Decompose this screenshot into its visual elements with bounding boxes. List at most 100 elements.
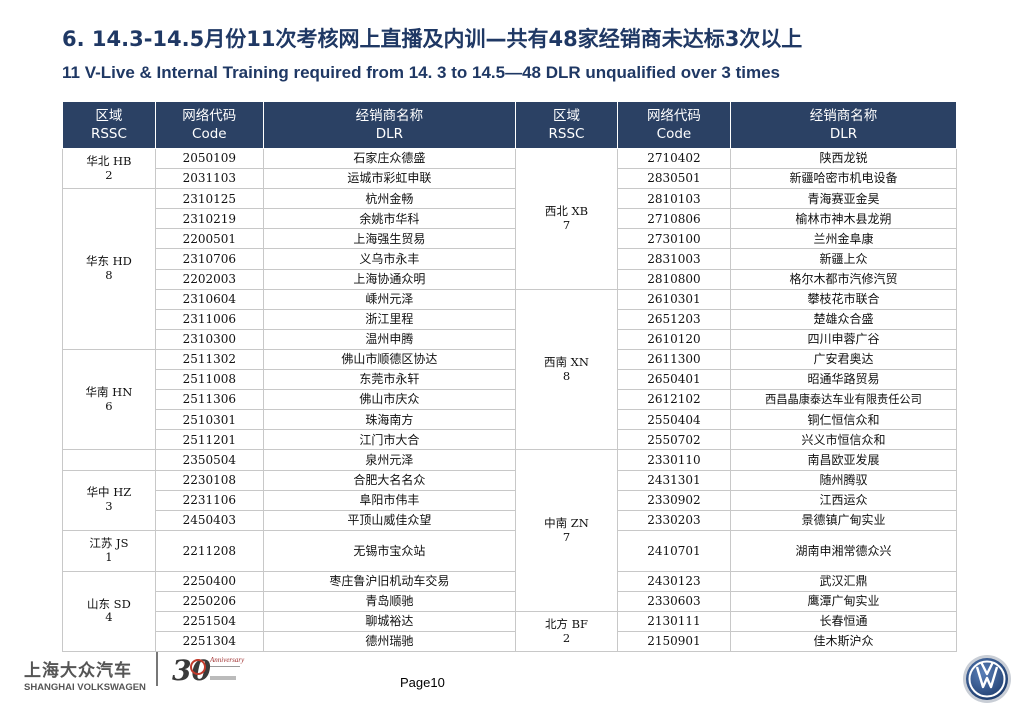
right-code-cell: 2410701 — [616, 529, 731, 572]
left-code-cell: 2250400 — [154, 570, 264, 592]
right-dealer-cell: 武汉汇鼎 — [729, 570, 958, 592]
right-dealer-cell: 青海赛亚金昊 — [729, 188, 958, 210]
header-region-right: 区域 RSSC — [515, 101, 618, 149]
left-code-cell: 2350504 — [154, 449, 264, 471]
left-code-cell: 2511306 — [154, 389, 264, 411]
left-code-cell: 2211208 — [154, 529, 264, 572]
right-dealer-cell: 新疆上众 — [729, 248, 958, 270]
table-row: 2200501 上海强生贸易 2730100 兰州金阜康 — [63, 228, 958, 250]
left-dealer-cell: 浙江里程 — [262, 308, 517, 330]
brand-name-en: SHANGHAI VOLKSWAGEN — [24, 682, 146, 693]
right-dealer-cell: 景德镇广甸实业 — [729, 509, 958, 531]
right-code-cell: 2611300 — [616, 348, 731, 371]
left-dealer-cell: 珠海南方 — [262, 409, 517, 431]
left-code-cell: 2511302 — [154, 348, 264, 371]
right-dealer-cell: 兴义市恒信众和 — [729, 429, 958, 451]
right-code-cell: 2651203 — [616, 308, 731, 330]
right-code-cell: 2330110 — [616, 449, 731, 471]
left-dealer-cell: 上海协通众明 — [262, 268, 517, 290]
table-row: 2310300 温州申腾 2610120 四川申蓉广谷 — [63, 328, 958, 350]
left-dealer-cell: 无锡市宝众站 — [262, 529, 517, 572]
left-code-cell: 2200501 — [154, 228, 264, 250]
right-code-cell: 2710402 — [616, 147, 731, 170]
left-dealer-cell: 运城市彩虹申联 — [262, 168, 517, 190]
page-title-en: 11 V-Live & Internal Training required f… — [62, 63, 780, 82]
anniversary-30-logo: 30 Anniversary — [172, 654, 245, 687]
left-code-cell: 2310604 — [154, 288, 264, 310]
table-row: 华东 HD 8 2310125 杭州金畅 2810103 青海赛亚金昊 — [62, 188, 958, 350]
left-code-cell: 2510301 — [154, 409, 264, 431]
left-code-cell: 2511008 — [154, 369, 264, 391]
region-cell-empty — [62, 449, 156, 471]
region-cell-hn: 华南 HN 6 — [62, 348, 156, 451]
region-cell-js: 江苏 JS 1 — [62, 529, 156, 572]
table-row: 2510301 珠海南方 2550404 铜仁恒信众和 — [63, 409, 958, 431]
table-row: 2511201 江门市大合 2550702 兴义市恒信众和 — [63, 429, 958, 451]
table-row: 华中 HZ 3 2230108 合肥大名名众 2431301 随州腾驭 — [62, 469, 958, 531]
right-code-cell: 2610120 — [616, 328, 731, 350]
table-row: 2450403 平顶山威佳众望 2330203 景德镇广甸实业 — [63, 509, 958, 531]
table-row: 2231106 阜阳市伟丰 2330902 江西运众 — [63, 489, 958, 511]
table-row: 2310706 义乌市永丰 2831003 新疆上众 — [63, 248, 958, 270]
right-dealer-cell: 长春恒通 — [729, 610, 958, 633]
right-dealer-cell: 广安君奥达 — [729, 348, 958, 371]
table-row: 2311006 浙江里程 2651203 楚雄众合盛 — [63, 308, 958, 330]
left-dealer-cell: 上海强生贸易 — [262, 228, 517, 250]
table-row: 2250206 青岛顺驰 2330603 鹰潭广甸实业 — [63, 590, 958, 612]
left-dealer-cell: 德州瑞驰 — [262, 631, 517, 653]
left-code-cell: 2231106 — [154, 489, 264, 511]
right-code-cell: 2330603 — [616, 590, 731, 612]
right-dealer-cell: 新疆哈密市机电设备 — [729, 168, 958, 190]
table-row: 2511306 佛山市庆众 2612102 西昌晶康泰达车业有限责任公司 — [63, 389, 958, 411]
right-code-cell: 2831003 — [616, 248, 731, 270]
table-header-row: 区域 RSSC 网络代码 Code 经销商名称 DLR 区域 RSSC 网络代码 Code… — [62, 101, 958, 149]
right-code-cell: 2610301 — [616, 288, 731, 310]
left-dealer-cell: 温州申腾 — [262, 328, 517, 350]
right-dealer-cell: 随州腾驭 — [729, 469, 958, 491]
table-row: 2202003 上海协通众明 2810800 格尔木都市汽修汽贸 — [63, 268, 958, 290]
table-row: 江苏 JS 1 2211208 无锡市宝众站 2410701 湖南申湘常德众兴 — [62, 529, 958, 572]
right-dealer-cell: 鹰潭广甸实业 — [729, 590, 958, 612]
region-cell-bf: 北方 BF 2 — [515, 610, 618, 653]
right-code-cell: 2130111 — [616, 610, 731, 633]
right-code-cell: 2830501 — [616, 168, 731, 190]
right-code-cell: 2550404 — [616, 409, 731, 431]
left-code-cell: 2031103 — [154, 168, 264, 190]
right-code-cell: 2550702 — [616, 429, 731, 451]
table-row: 华北 HB 2 2050109 石家庄众德盛 西北 XB 7 2710402 陕西龙… — [62, 147, 958, 290]
header-dealer-left: 经销商名称 DLR — [262, 101, 517, 149]
header-region-left: 区域 RSSC — [62, 101, 156, 149]
dealer-table: 区域 RSSC 网络代码 Code 经销商名称 DLR 区域 RSSC 网络代码 Code… — [62, 101, 958, 653]
left-dealer-cell: 聊城裕达 — [262, 610, 517, 633]
svw-logo: 上海大众汽车 SHANGHAI VOLKSWAGEN — [24, 656, 146, 693]
region-cell-hz: 华中 HZ 3 — [62, 469, 156, 531]
left-code-cell: 2202003 — [154, 268, 264, 290]
region-cell-xb: 西北 XB 7 — [515, 148, 618, 290]
right-code-cell: 2330902 — [616, 489, 731, 511]
right-code-cell: 2612102 — [616, 389, 731, 411]
right-code-cell: 2810800 — [616, 268, 731, 290]
left-dealer-cell: 余姚市华科 — [262, 208, 517, 230]
left-dealer-cell: 阜阳市伟丰 — [262, 489, 517, 511]
table-row: 2310604 嵊州元泽 西南 XN 8 2610301 攀枝花市联合 — [63, 288, 958, 451]
right-dealer-cell: 楚雄众合盛 — [729, 308, 958, 330]
right-dealer-cell: 昭通华路贸易 — [729, 369, 958, 391]
right-dealer-cell: 攀枝花市联合 — [729, 288, 958, 310]
left-dealer-cell: 嵊州元泽 — [262, 288, 517, 310]
left-dealer-cell: 江门市大合 — [262, 429, 517, 451]
right-dealer-cell: 陕西龙锐 — [729, 147, 958, 170]
right-code-cell: 2730100 — [616, 228, 731, 250]
right-dealer-cell: 南昌欧亚发展 — [729, 449, 958, 471]
left-code-cell: 2310125 — [154, 188, 264, 210]
svg-text:Anniversary: Anniversary — [209, 656, 245, 664]
table-row: 2310219 余姚市华科 2710806 榆林市神木县龙朔 — [63, 208, 958, 230]
left-code-cell: 2050109 — [154, 147, 264, 170]
left-code-cell: 2310706 — [154, 248, 264, 270]
left-code-cell: 2251504 — [154, 610, 264, 633]
right-code-cell: 2650401 — [616, 369, 731, 391]
region-cell-zn: 中南 ZN 7 — [515, 449, 618, 612]
right-dealer-cell: 江西运众 — [729, 489, 958, 511]
brand-name-zh: 上海大众汽车 — [24, 661, 132, 681]
left-code-cell: 2450403 — [154, 509, 264, 531]
region-cell-hd: 华东 HD 8 — [62, 188, 156, 350]
